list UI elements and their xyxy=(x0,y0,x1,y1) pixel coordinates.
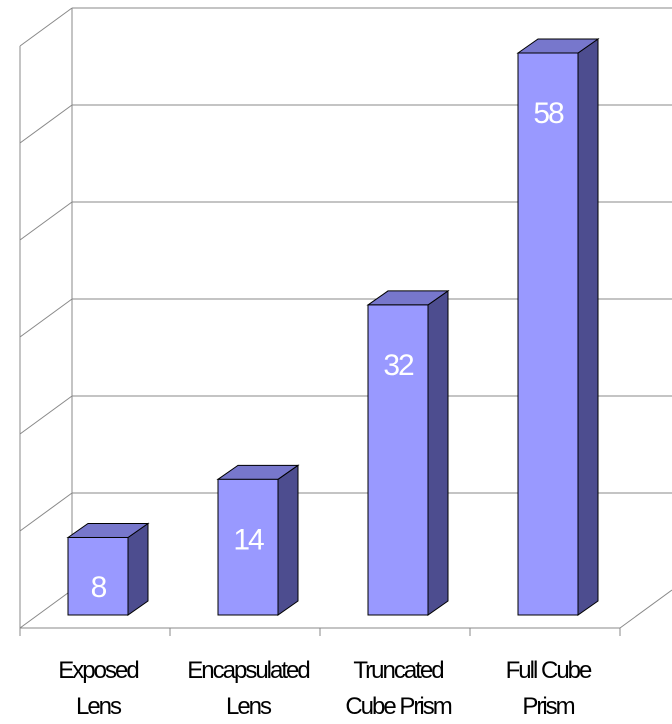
side-wall-gridline xyxy=(19,7,73,47)
bar-side-face xyxy=(277,464,299,616)
data-label: 8 xyxy=(91,571,107,604)
side-wall-gridline xyxy=(19,395,73,435)
category-label: Lens xyxy=(226,693,272,720)
data-label: 32 xyxy=(383,349,414,382)
category-label: Full Cube xyxy=(506,657,592,684)
side-wall-gridline xyxy=(19,201,73,241)
category-label: Encapsulated xyxy=(187,657,309,684)
side-wall-gridline xyxy=(19,104,73,144)
chart-bars xyxy=(66,38,600,616)
bar xyxy=(366,289,450,616)
side-wall-gridline xyxy=(19,298,73,338)
category-label: Prism xyxy=(522,693,574,720)
category-label: Exposed xyxy=(58,657,138,684)
side-wall-gridline xyxy=(19,492,73,532)
bar xyxy=(516,38,600,616)
side-wall-gridline xyxy=(19,589,73,629)
bar-front-face xyxy=(367,304,429,616)
bar-front-face xyxy=(217,478,279,616)
category-label: Lens xyxy=(76,693,122,720)
bar-side-face xyxy=(127,522,149,616)
bar xyxy=(66,522,150,616)
bar-side-face xyxy=(577,38,599,616)
data-label: 58 xyxy=(533,97,564,130)
category-label: Cube Prism xyxy=(345,693,451,720)
chart-labels: 8 14 32 58 Exposed Lens Encapsulated Lens Trunca… xyxy=(58,97,594,720)
bar-side-face xyxy=(427,289,449,616)
category-label: Truncated xyxy=(353,657,443,684)
bar xyxy=(216,464,300,616)
chart-axes xyxy=(19,8,672,636)
data-label: 14 xyxy=(233,523,264,556)
floor-right-edge xyxy=(619,589,672,629)
bar-front-face xyxy=(517,52,579,616)
bar-front-face xyxy=(67,536,129,616)
